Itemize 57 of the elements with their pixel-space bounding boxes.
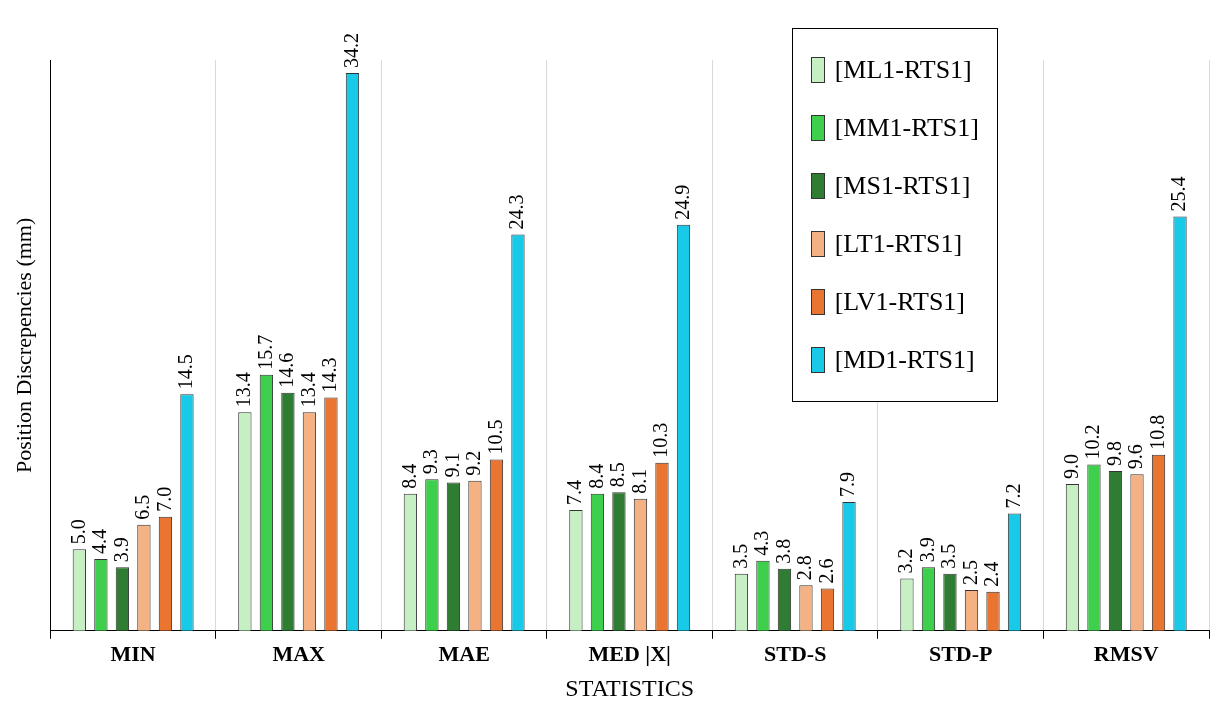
data-label: 9.1 [440,452,463,478]
data-label: 7.4 [563,480,586,506]
data-label: 9.2 [462,450,485,476]
legend-label: [LV1-RTS1] [834,287,966,317]
data-label: 5.0 [66,519,89,545]
data-label: 9.3 [419,449,442,475]
legend-label: [MD1-RTS1] [834,345,975,375]
legend-label: [ML1-RTS1] [834,55,972,85]
x-axis-title: STATISTICS [565,674,695,701]
x-tick-label: MED |X| [588,640,671,666]
data-label: 8.4 [397,463,420,489]
data-label: 25.4 [1167,176,1190,212]
data-label: 3.5 [937,543,960,569]
x-tick-label: MAX [272,640,326,666]
data-label: 6.5 [131,494,154,520]
data-label: 3.9 [109,537,132,563]
data-label: 7.0 [152,486,175,512]
data-label: 34.2 [339,33,362,69]
data-label: 2.8 [793,555,816,581]
data-label: 4.4 [88,529,111,555]
x-tick-label: RMSV [1093,640,1159,666]
data-label: 8.1 [627,468,650,494]
x-tick-label: MAE [438,640,490,666]
data-label: 2.4 [980,561,1003,587]
data-label: 2.5 [958,560,981,586]
legend-label: [MM1-RTS1] [834,113,979,143]
data-label: 7.2 [1001,483,1024,509]
data-label: 9.6 [1124,444,1147,470]
data-label: 3.8 [771,538,794,564]
data-label: 10.5 [483,419,506,455]
data-label: 8.5 [606,462,629,488]
data-label: 7.9 [836,471,859,497]
data-label: 3.2 [894,548,917,574]
data-label: 24.3 [505,194,528,230]
data-label: 3.9 [915,537,938,563]
data-label: 9.8 [1102,440,1125,466]
data-label: 3.5 [728,543,751,569]
data-label: 10.8 [1145,414,1168,450]
data-label: 14.3 [318,357,341,393]
data-label: 9.0 [1059,454,1082,480]
legend-label: [LT1-RTS1] [834,229,963,259]
data-label: 24.9 [670,184,693,220]
x-tick-label: STD-P [928,640,993,666]
data-label: 13.4 [232,372,255,408]
data-label: 4.3 [750,530,773,556]
data-label: 14.5 [174,354,197,390]
data-label: 2.6 [814,558,837,584]
data-label: 13.4 [296,372,319,408]
x-tick-label: MIN [110,640,156,666]
data-label: 8.4 [584,463,607,489]
x-tick-label: STD-S [764,640,827,666]
legend-label: [MS1-RTS1] [834,171,971,201]
data-label: 15.7 [253,334,276,370]
y-axis-title: Position Discrepencies (mm) [10,217,36,474]
data-label: 14.6 [275,352,298,388]
data-label: 10.2 [1081,424,1104,460]
data-label: 10.3 [649,422,672,458]
